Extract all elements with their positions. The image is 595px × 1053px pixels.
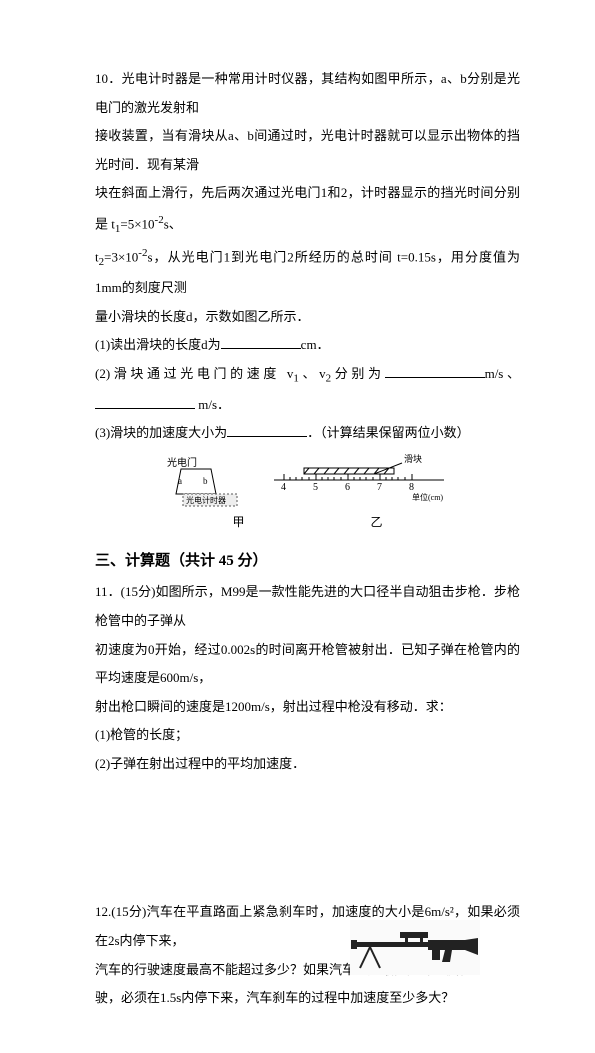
section-3-title: 三、计算题（共计 45 分） [95,545,520,578]
sup-1: -2 [155,214,164,226]
timer-label: 光电计时器 [186,495,226,505]
rifle-icon [350,920,480,975]
q10-l4c: s，从光电门1到光电门2所经历的总时间 t=0.15s，用分度值为1mm的刻度尺… [95,249,520,295]
q11-l2: 初速度为0开始，经过0.002s的时间离开枪管被射出．已知子弹在枪管内的平均速度… [95,642,520,686]
q11-sub2: (2)子弹在射出过程中的平均加速度． [95,750,520,779]
tick-6: 6 [345,482,350,493]
ruler-unit: 单位(cm) [412,492,443,502]
q10-q1unit: cm． [301,337,330,352]
tick-5: 5 [313,482,318,493]
q10-l5: 量小滑块的长度d，示数如图乙所示． [95,309,310,324]
tick-8: 8 [409,482,414,493]
q10-q2u1: m/s、 [485,366,520,381]
q10-sub3: (3)滑块的加速度大小为 ．（计算结果保留两位小数） [95,419,520,448]
apparatus-icon: 光电门 a b 光电计时器 [161,454,251,509]
svg-text:a: a [178,476,182,486]
ruler-icon: 滑块 [254,454,454,509]
q10-text: 10．光电计时器是一种常用计时仪器，其结构如图甲所示，a、b分别是光电门的激光发… [95,65,520,331]
blank-v1 [385,377,485,378]
tick-7: 7 [377,482,382,493]
q10-l1: 10．光电计时器是一种常用计时仪器，其结构如图甲所示，a、b分别是光电门的激光发… [95,71,520,115]
tick-4: 4 [281,482,286,493]
label-jia: 甲 [232,515,244,529]
q10-q2c: 分别为 [331,366,384,381]
q10-sub1: (1)读出滑块的长度d为 cm． [95,331,520,360]
q11-l1: 11．(15分)如图所示，M99是一款性能先进的大口径半自动狙击步枪．步枪枪管中… [95,584,520,628]
housing-icon [176,469,216,494]
q10-sub2: (2)滑块通过光电门的速度 v1、v2分别为m/s、 m/s． [95,360,520,419]
q11-l3: 射出枪口瞬间的速度是1200m/s，射出过程中枪没有移动．求： [95,699,452,714]
blank-a [227,436,307,437]
q10-l2: 接收装置，当有滑块从a、b间通过时，光电计时器就可以显示出物体的挡光时间．现有某… [95,128,520,172]
q10-figure: 光电门 a b 光电计时器 滑块 [95,454,520,535]
q10-l4b: =3×10 [104,249,138,264]
q10-q1a: (1)读出滑块的长度d为 [95,337,221,352]
q10-q3a: (3)滑块的加速度大小为 [95,425,227,440]
q11-sub1: (1)枪管的长度； [95,721,520,750]
q12-l3: 驶，必须在1.5s内停下来，汽车刹车的过程中加速度至少多大？ [95,990,454,1005]
q11-text: 11．(15分)如图所示，M99是一款性能先进的大口径半自动狙击步枪．步枪枪管中… [95,578,520,721]
label-guangdianmen: 光电门 [167,456,197,469]
q10-q2b: 、v [299,366,326,381]
blank-d [221,348,301,349]
svg-text:b: b [203,476,208,486]
q10-q2u2: m/s． [195,397,230,412]
q10-l3b: =5×10 [120,216,154,231]
q10-l3c: s、 [164,216,182,231]
label-yi: 乙 [371,515,383,529]
q10-q3b: ．（计算结果保留两位小数） [307,425,470,440]
q12-text: 12.(15分)汽车在平直路面上紧急刹车时，加速度的大小是6m/s²，如果必须在… [95,898,520,1012]
q10-q2a: (2)滑块通过光电门的速度 v [95,366,293,381]
blank-v2 [95,408,195,409]
ruler-block-label: 滑块 [404,454,422,464]
